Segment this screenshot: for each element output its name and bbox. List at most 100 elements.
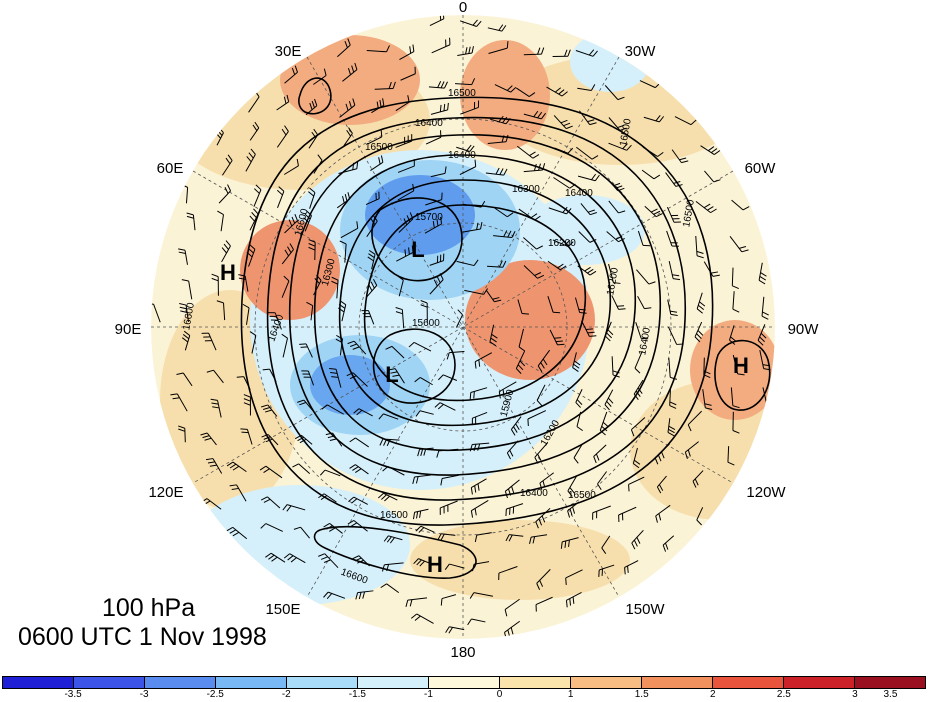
longitude-label: 180 — [450, 644, 475, 661]
wind-barb-flag — [414, 377, 421, 383]
wind-barb-flag — [694, 336, 701, 343]
height-contour — [266, 116, 687, 501]
wind-barb-flag — [687, 424, 692, 432]
wind-barb — [298, 463, 311, 475]
wind-barb — [608, 142, 627, 151]
wind-barb-flag — [409, 46, 412, 54]
wind-barb — [232, 461, 247, 473]
wind-barb — [592, 505, 611, 514]
wind-barb-flag — [587, 268, 594, 274]
wind-barb-flag — [224, 187, 229, 194]
wind-barb-flag — [710, 271, 719, 274]
wind-barb-flag — [350, 522, 358, 527]
wind-barb-flag — [533, 110, 539, 118]
wind-barb-flag — [705, 407, 713, 410]
wind-barb — [206, 498, 222, 510]
wind-barb-flag — [209, 464, 217, 467]
longitude-labels: 0 30W 60W 90W 120W 150W 180 150E 120E 90… — [115, 0, 820, 661]
wind-barb-flag — [636, 537, 641, 544]
wind-barb — [176, 393, 188, 412]
wind-barb — [300, 526, 311, 539]
wind-barb — [353, 520, 368, 532]
wind-barb-flag — [331, 276, 339, 281]
wind-barb — [494, 207, 508, 218]
wind-barb-flag — [536, 583, 541, 590]
wind-barb-flag — [477, 443, 481, 451]
wind-barb-flag — [172, 397, 180, 400]
wind-barb-flag — [601, 547, 607, 554]
wind-barb-flag — [405, 599, 409, 608]
colorbar-segment — [500, 677, 571, 688]
wind-barb — [635, 322, 642, 339]
wind-barb-flag — [265, 552, 272, 558]
contour-label: 16400 — [415, 118, 443, 129]
wind-barb-flag — [655, 515, 658, 523]
wind-barb — [395, 101, 410, 112]
wind-barb — [695, 200, 711, 214]
wind-barb-flag — [249, 215, 255, 222]
wind-barb-flag — [211, 273, 219, 278]
wind-barb — [606, 231, 619, 243]
wind-barb — [457, 52, 473, 56]
wind-barb-flag — [498, 260, 503, 268]
wind-barb — [695, 235, 698, 256]
wind-barb-flag — [660, 451, 665, 459]
wind-barb-flag — [309, 102, 313, 110]
wind-barb-flag — [730, 336, 737, 342]
longitude-label: 30E — [275, 43, 302, 60]
wind-barb-flag — [668, 425, 676, 430]
wind-barb — [424, 223, 442, 234]
wind-barb — [516, 145, 534, 159]
wind-barb-flag — [182, 334, 190, 340]
wind-barb — [473, 592, 494, 597]
height-contour — [313, 525, 477, 579]
wind-barb-flag — [699, 301, 706, 307]
wind-barb-flag — [379, 99, 382, 107]
wind-barb — [758, 262, 763, 281]
meridian-line — [306, 56, 620, 598]
wind-barb-flag — [658, 116, 665, 123]
wind-barb-flag — [183, 330, 191, 336]
wind-barb-flag — [576, 399, 583, 405]
colorbar-tick-label: -1.5 — [348, 689, 366, 700]
anomaly-patch — [190, 485, 410, 605]
wind-barb — [358, 408, 373, 417]
wind-barb-flag — [532, 536, 536, 544]
colorbar-segment — [74, 677, 145, 688]
wind-barb-flag — [732, 308, 740, 313]
wind-barb-flag — [262, 407, 270, 411]
wind-barb — [374, 87, 394, 90]
wind-barb-flag — [469, 444, 473, 452]
wind-barb-flag — [415, 476, 419, 484]
wind-barb-flag — [684, 451, 688, 459]
wind-barb — [323, 493, 337, 503]
wind-barb — [536, 384, 546, 401]
wind-barb-flag — [311, 100, 315, 108]
height-contour — [298, 77, 332, 115]
wind-barb-flag — [250, 148, 256, 155]
wind-barb-flag — [637, 387, 643, 394]
wind-barb — [327, 591, 346, 599]
wind-barb-flag — [352, 346, 360, 350]
wind-barb-flag — [499, 168, 504, 175]
wind-barb-flag — [440, 216, 443, 224]
wind-barb-flag — [495, 167, 500, 175]
wind-barb-flag — [225, 240, 231, 247]
wind-barb-flag — [508, 534, 513, 542]
wind-barb-flag — [573, 457, 579, 464]
wind-barb — [286, 504, 306, 511]
wind-barb — [301, 434, 313, 445]
anomaly-patch — [570, 32, 650, 92]
wind-barb-flag — [472, 19, 478, 26]
wind-barb — [289, 553, 306, 564]
wind-barb — [267, 404, 278, 417]
wind-barb — [324, 469, 341, 477]
wind-barb — [704, 170, 715, 183]
wind-barb — [265, 465, 283, 479]
wind-barb-flag — [351, 498, 358, 504]
wind-barb-flag — [382, 98, 385, 106]
wind-barb-flag — [440, 598, 443, 606]
wind-barb — [277, 191, 285, 208]
wind-barb-flag — [506, 452, 511, 460]
wind-barb-flag — [694, 478, 699, 486]
